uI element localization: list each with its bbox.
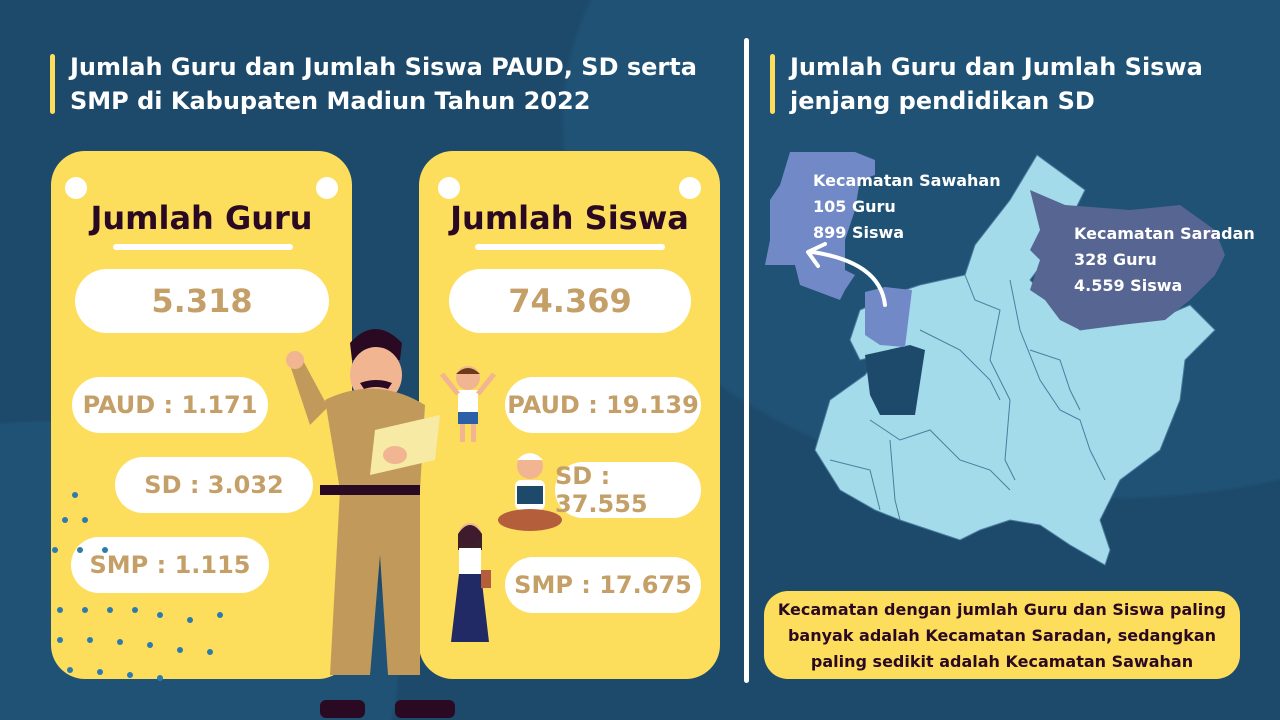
guru-total: 5.318 — [75, 269, 329, 333]
guru-heading: Jumlah Guru — [90, 199, 313, 237]
map-region-sawahan — [765, 152, 875, 300]
left-title: Jumlah Guru dan Jumlah Siswa PAUD, SD se… — [50, 50, 710, 118]
section-divider — [744, 38, 749, 683]
card-hole — [679, 177, 701, 199]
siswa-smp: SMP : 17.675 — [505, 557, 701, 613]
student-reading-illustration — [498, 453, 562, 531]
map-region-saradan — [1030, 190, 1225, 330]
madiun-map — [765, 152, 1225, 566]
saradan-guru: 328 Guru — [1074, 250, 1157, 269]
sawahan-siswa: 899 Siswa — [813, 223, 905, 242]
sawahan-label: Kecamatan Sawahan 105 Guru 899 Siswa — [813, 168, 1001, 246]
arrow-icon — [810, 250, 887, 307]
guru-paud: PAUD : 1.171 — [72, 377, 268, 433]
arrow-head-icon — [806, 242, 827, 268]
saradan-siswa: 4.559 Siswa — [1074, 276, 1183, 295]
right-title: Jumlah Guru dan Jumlah Siswa jenjang pen… — [770, 50, 1230, 118]
sawahan-name: Kecamatan Sawahan — [813, 171, 1001, 190]
sawahan-guru: 105 Guru — [813, 197, 896, 216]
map-region-sawahan-part — [865, 287, 912, 347]
guru-card: Jumlah Guru 5.318 PAUD : 1.171 SD : 3.03… — [51, 151, 352, 679]
student-girl-illustration — [451, 523, 491, 642]
saradan-label: Kecamatan Saradan 328 Guru 4.559 Siswa — [1074, 221, 1255, 299]
saradan-name: Kecamatan Saradan — [1074, 224, 1255, 243]
heading-underline — [475, 244, 665, 250]
map-gap — [865, 345, 925, 415]
conclusion-note: Kecamatan dengan jumlah Guru dan Siswa p… — [764, 591, 1240, 679]
teacher-illustration — [286, 329, 455, 718]
guru-sd: SD : 3.032 — [115, 457, 313, 513]
siswa-sd: SD : 37.555 — [555, 462, 701, 518]
card-hole — [438, 177, 460, 199]
card-hole — [65, 177, 87, 199]
siswa-heading: Jumlah Siswa — [450, 199, 689, 237]
dots-decoration — [52, 492, 223, 681]
heading-underline — [113, 244, 293, 250]
guru-smp: SMP : 1.115 — [71, 537, 269, 593]
map-region-main — [814, 154, 1216, 566]
student-boy-illustration — [440, 366, 496, 442]
siswa-total: 74.369 — [449, 269, 691, 333]
card-hole — [316, 177, 338, 199]
siswa-paud: PAUD : 19.139 — [505, 377, 701, 433]
